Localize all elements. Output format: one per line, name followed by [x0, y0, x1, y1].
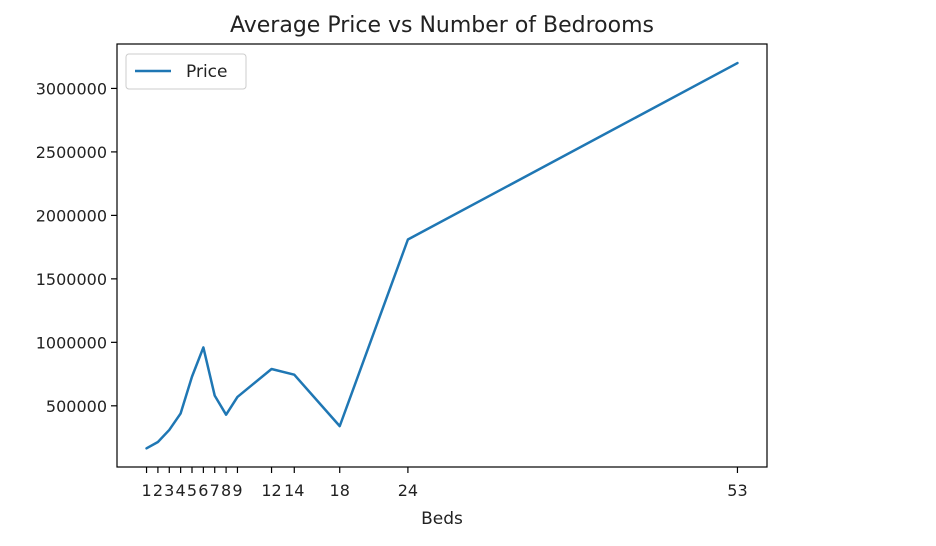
series-line-price [145, 61, 739, 450]
x-axis: 1 2 3 4 5 6 7 8 9 12 14 18 24 53 [141, 467, 748, 500]
x-tick-label: 3 [164, 481, 174, 500]
y-tick-label: 3000000 [36, 79, 107, 98]
x-tick-label: 6 [198, 481, 208, 500]
x-axis-label: Beds [421, 509, 463, 529]
legend: Price [125, 53, 247, 90]
plot-frame [116, 43, 768, 468]
legend-label: Price [186, 62, 227, 82]
x-tick-label: 4 [176, 481, 186, 500]
y-tick-label: 500000 [46, 397, 107, 416]
y-tick-label: 1500000 [36, 270, 107, 289]
x-tick-label: 53 [727, 481, 747, 500]
y-tick-label: 2500000 [36, 143, 107, 162]
x-tick-label: 2 [153, 481, 163, 500]
x-tick-label: 9 [232, 481, 242, 500]
x-tick-label: 8 [221, 481, 231, 500]
y-tick-label: 2000000 [36, 206, 107, 225]
x-tick-label: 1 [141, 481, 151, 500]
plot-area [145, 61, 739, 450]
x-tick-label: 7 [210, 481, 220, 500]
legend-frame [125, 53, 247, 90]
x-tick-label: 24 [398, 481, 418, 500]
x-tick-label: 18 [330, 481, 350, 500]
y-tick-label: 1000000 [36, 333, 107, 352]
chart-title: Average Price vs Number of Bedrooms [230, 13, 654, 38]
y-axis: 500000 1000000 1500000 2000000 2500000 300000… [36, 79, 117, 416]
x-tick-label: 5 [187, 481, 197, 500]
x-tick-label: 14 [284, 481, 304, 500]
x-tick-label: 12 [261, 481, 281, 500]
